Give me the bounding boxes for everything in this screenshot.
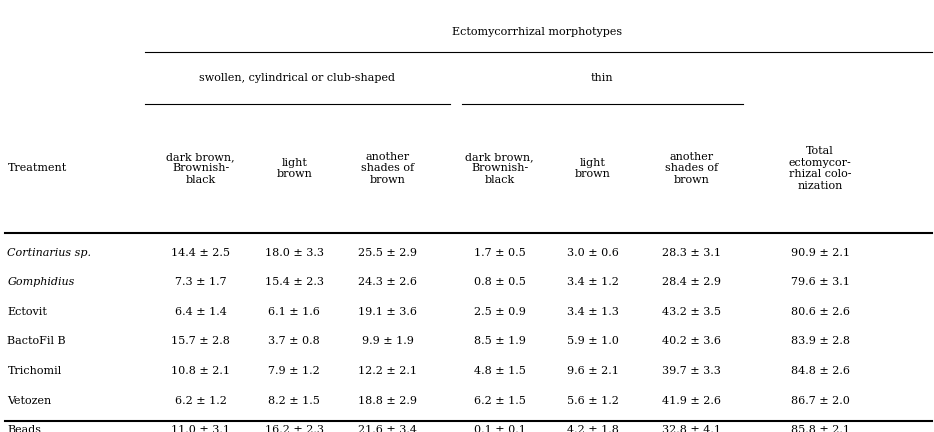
Text: 15.7 ± 2.8: 15.7 ± 2.8 (171, 337, 231, 346)
Text: Gomphidius: Gomphidius (7, 277, 75, 287)
Text: 90.9 ± 2.1: 90.9 ± 2.1 (790, 248, 850, 258)
Text: 2.5 ± 0.9: 2.5 ± 0.9 (474, 307, 526, 317)
Text: dark brown,
Brownish-
black: dark brown, Brownish- black (465, 152, 534, 185)
Text: 10.8 ± 2.1: 10.8 ± 2.1 (171, 366, 231, 376)
Text: 6.4 ± 1.4: 6.4 ± 1.4 (175, 307, 227, 317)
Text: 3.4 ± 1.2: 3.4 ± 1.2 (567, 277, 619, 287)
Text: Vetozen: Vetozen (7, 396, 51, 406)
Text: another
shades of
brown: another shades of brown (665, 152, 717, 185)
Text: Trichomil: Trichomil (7, 366, 62, 376)
Text: swollen, cylindrical or club-shaped: swollen, cylindrical or club-shaped (199, 73, 395, 83)
Text: 4.8 ± 1.5: 4.8 ± 1.5 (474, 366, 526, 376)
Text: 6.2 ± 1.2: 6.2 ± 1.2 (175, 396, 227, 406)
Text: 8.2 ± 1.5: 8.2 ± 1.5 (268, 396, 320, 406)
Text: Total
ectomycor-
rhizal colo-
nization: Total ectomycor- rhizal colo- nization (788, 146, 852, 191)
Text: 28.3 ± 3.1: 28.3 ± 3.1 (661, 248, 721, 258)
Text: 6.2 ± 1.5: 6.2 ± 1.5 (474, 396, 526, 406)
Text: 43.2 ± 3.5: 43.2 ± 3.5 (661, 307, 721, 317)
Text: 32.8 ± 4.1: 32.8 ± 4.1 (661, 425, 721, 432)
Text: 28.4 ± 2.9: 28.4 ± 2.9 (661, 277, 721, 287)
Text: 12.2 ± 2.1: 12.2 ± 2.1 (358, 366, 417, 376)
Text: 15.4 ± 2.3: 15.4 ± 2.3 (264, 277, 324, 287)
Text: 3.4 ± 1.3: 3.4 ± 1.3 (567, 307, 619, 317)
Text: Beads: Beads (7, 425, 41, 432)
Text: 84.8 ± 2.6: 84.8 ± 2.6 (790, 366, 850, 376)
Text: another
shades of
brown: another shades of brown (361, 152, 414, 185)
Text: 85.8 ± 2.1: 85.8 ± 2.1 (790, 425, 850, 432)
Text: 9.9 ± 1.9: 9.9 ± 1.9 (361, 337, 414, 346)
Text: 39.7 ± 3.3: 39.7 ± 3.3 (661, 366, 721, 376)
Text: 1.7 ± 0.5: 1.7 ± 0.5 (474, 248, 526, 258)
Text: 3.7 ± 0.8: 3.7 ± 0.8 (268, 337, 320, 346)
Text: 80.6 ± 2.6: 80.6 ± 2.6 (790, 307, 850, 317)
Text: 14.4 ± 2.5: 14.4 ± 2.5 (171, 248, 231, 258)
Text: 5.6 ± 1.2: 5.6 ± 1.2 (567, 396, 619, 406)
Text: 25.5 ± 2.9: 25.5 ± 2.9 (358, 248, 417, 258)
Text: 79.6 ± 3.1: 79.6 ± 3.1 (790, 277, 850, 287)
Text: Cortinarius sp.: Cortinarius sp. (7, 248, 92, 258)
Text: light
brown: light brown (575, 158, 611, 179)
Text: Ectovit: Ectovit (7, 307, 48, 317)
Text: 21.6 ± 3.4: 21.6 ± 3.4 (358, 425, 417, 432)
Text: Treatment: Treatment (7, 163, 66, 174)
Text: 6.1 ± 1.6: 6.1 ± 1.6 (268, 307, 320, 317)
Text: 11.0 ± 3.1: 11.0 ± 3.1 (171, 425, 231, 432)
Text: 7.9 ± 1.2: 7.9 ± 1.2 (268, 366, 320, 376)
Text: 86.7 ± 2.0: 86.7 ± 2.0 (790, 396, 850, 406)
Text: 8.5 ± 1.9: 8.5 ± 1.9 (474, 337, 526, 346)
Text: 40.2 ± 3.6: 40.2 ± 3.6 (661, 337, 721, 346)
Text: 16.2 ± 2.3: 16.2 ± 2.3 (264, 425, 324, 432)
Text: 0.8 ± 0.5: 0.8 ± 0.5 (474, 277, 526, 287)
Text: 41.9 ± 2.6: 41.9 ± 2.6 (661, 396, 721, 406)
Text: 18.8 ± 2.9: 18.8 ± 2.9 (358, 396, 417, 406)
Text: 5.9 ± 1.0: 5.9 ± 1.0 (567, 337, 619, 346)
Text: 0.1 ± 0.1: 0.1 ± 0.1 (474, 425, 526, 432)
Text: thin: thin (591, 73, 614, 83)
Text: 18.0 ± 3.3: 18.0 ± 3.3 (264, 248, 324, 258)
Text: 4.2 ± 1.8: 4.2 ± 1.8 (567, 425, 619, 432)
Text: 19.1 ± 3.6: 19.1 ± 3.6 (358, 307, 417, 317)
Text: BactoFil B: BactoFil B (7, 337, 66, 346)
Text: 24.3 ± 2.6: 24.3 ± 2.6 (358, 277, 417, 287)
Text: 7.3 ± 1.7: 7.3 ± 1.7 (175, 277, 227, 287)
Text: Ectomycorrhizal morphotypes: Ectomycorrhizal morphotypes (452, 27, 622, 38)
Text: light
brown: light brown (276, 158, 312, 179)
Text: 83.9 ± 2.8: 83.9 ± 2.8 (790, 337, 850, 346)
Text: dark brown,
Brownish-
black: dark brown, Brownish- black (166, 152, 235, 185)
Text: 9.6 ± 2.1: 9.6 ± 2.1 (567, 366, 619, 376)
Text: 3.0 ± 0.6: 3.0 ± 0.6 (567, 248, 619, 258)
